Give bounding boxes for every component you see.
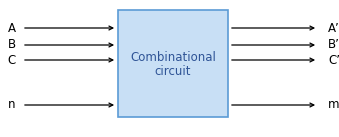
Text: C’: C’ bbox=[328, 54, 339, 66]
Text: n: n bbox=[8, 99, 16, 112]
Text: circuit: circuit bbox=[155, 65, 191, 78]
Text: B: B bbox=[8, 38, 16, 52]
Text: A’: A’ bbox=[328, 22, 339, 35]
FancyBboxPatch shape bbox=[118, 10, 228, 117]
Text: m: m bbox=[328, 99, 339, 112]
Text: A: A bbox=[8, 22, 16, 35]
Text: Combinational: Combinational bbox=[130, 51, 216, 64]
Text: C: C bbox=[8, 54, 16, 66]
Text: B’: B’ bbox=[328, 38, 339, 52]
